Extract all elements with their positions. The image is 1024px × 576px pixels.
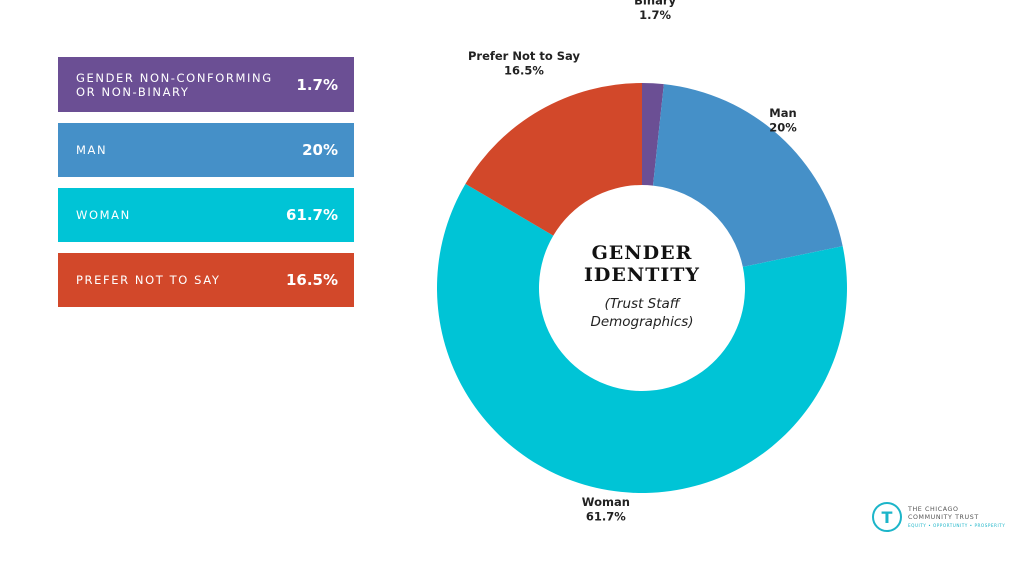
legend: GENDER NON-CONFORMING OR NON-BINARY 1.7%… — [58, 57, 354, 318]
legend-item-man: MAN 20% — [58, 123, 354, 177]
chart-title: GENDER IDENTITY — [584, 242, 700, 286]
slice-woman — [437, 183, 847, 493]
slice-nonbinary — [642, 83, 664, 186]
legend-label: GENDER NON-CONFORMING OR NON-BINARY — [76, 70, 273, 99]
legend-value: 61.7% — [285, 206, 338, 224]
slice-man — [652, 84, 843, 267]
legend-item-woman: WOMAN 61.7% — [58, 188, 354, 242]
logo-text: THE CHICAGO COMMUNITY TRUST EQUITY • OPP… — [908, 506, 1005, 528]
slice-label-man: Man 20% — [769, 106, 797, 134]
slice-prefer-not-to-say — [465, 83, 642, 236]
slice-label-woman: Woman 61.7% — [582, 495, 630, 524]
community-trust-logo: T THE CHICAGO COMMUNITY TRUST EQUITY • O… — [872, 502, 1005, 532]
chart-subtitle: (Trust Staff Demographics) — [590, 296, 693, 330]
logo-tagline: EQUITY • OPPORTUNITY • PROSPERITY — [908, 523, 1006, 528]
legend-item-prefer-not-to-say: PREFER NOT TO SAY 16.5% — [58, 253, 354, 307]
slice-label-prefer-not-to-say: Prefer Not to Say 16.5% — [468, 49, 580, 78]
legend-label: PREFER NOT TO SAY — [76, 273, 221, 287]
legend-label: WOMAN — [76, 208, 131, 222]
logo-name: THE CHICAGO COMMUNITY TRUST — [908, 506, 979, 521]
trust-logo-icon: T — [872, 502, 902, 532]
legend-label: MAN — [76, 143, 108, 157]
legend-item-nonbinary: GENDER NON-CONFORMING OR NON-BINARY 1.7% — [58, 57, 354, 112]
legend-value: 16.5% — [285, 271, 338, 289]
legend-value: 1.7% — [296, 75, 338, 94]
legend-value: 20% — [302, 141, 338, 159]
